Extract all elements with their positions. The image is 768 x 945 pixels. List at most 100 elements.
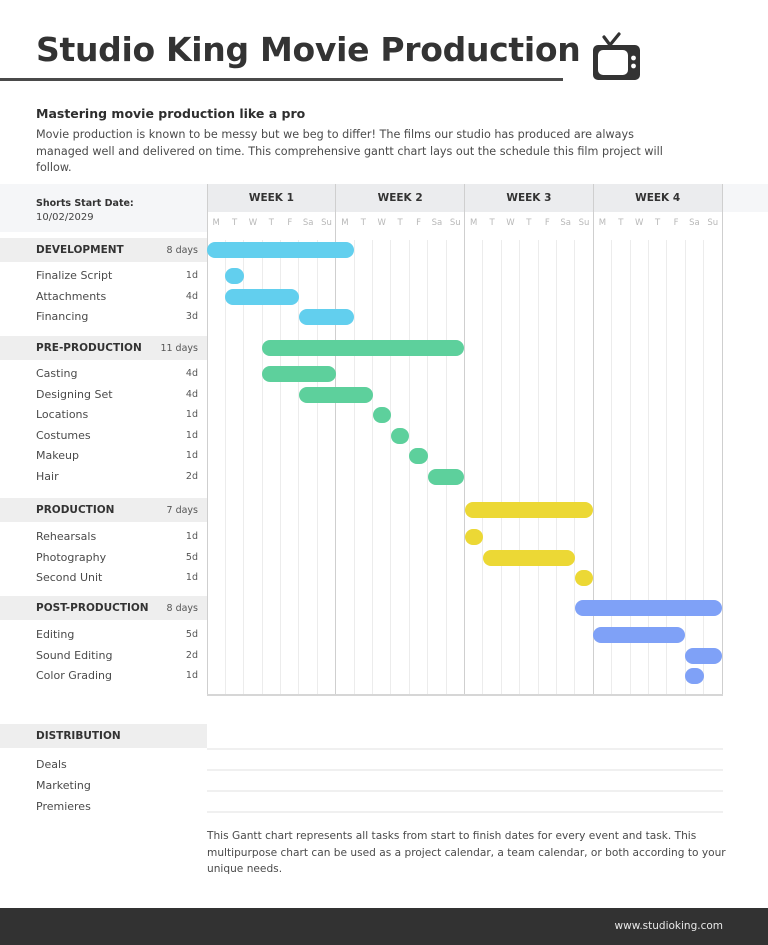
week-divider bbox=[721, 184, 723, 695]
day-gridline bbox=[629, 240, 631, 695]
day-label: Su bbox=[578, 218, 590, 228]
phase-duration: 11 days bbox=[160, 343, 198, 354]
day-label: T bbox=[268, 218, 274, 228]
day-label: W bbox=[248, 218, 258, 228]
week-divider bbox=[206, 184, 208, 695]
task-bar[interactable] bbox=[262, 366, 336, 382]
task-duration: 1d bbox=[185, 409, 198, 421]
task-name: Editing bbox=[36, 628, 75, 641]
grid-bottom-border bbox=[207, 694, 723, 696]
task-name: Locations bbox=[36, 408, 89, 422]
day-gridline bbox=[500, 240, 502, 695]
task-bar[interactable] bbox=[390, 427, 410, 444]
task-bar[interactable] bbox=[298, 386, 373, 403]
phase-name: DISTRIBUTION bbox=[36, 730, 121, 742]
week-divider bbox=[464, 184, 465, 695]
phase-band bbox=[0, 498, 207, 522]
day-label: W bbox=[635, 218, 644, 228]
task-bar[interactable] bbox=[225, 288, 299, 305]
day-gridline bbox=[445, 240, 447, 695]
day-label: M bbox=[212, 218, 220, 228]
phase-bar[interactable] bbox=[262, 340, 465, 356]
task-bar[interactable] bbox=[685, 647, 722, 664]
task-bar[interactable] bbox=[482, 549, 575, 566]
task-name: Costumes bbox=[36, 428, 91, 442]
task-duration: 1d bbox=[185, 270, 198, 281]
phase-band bbox=[0, 596, 207, 620]
phase-band bbox=[0, 238, 207, 262]
subtitle: Mastering movie production like a pro bbox=[36, 106, 306, 121]
task-duration: 1d bbox=[185, 429, 198, 441]
task-bar[interactable] bbox=[298, 309, 355, 326]
task-name: Casting bbox=[36, 367, 78, 380]
day-label: Sa bbox=[560, 218, 571, 228]
week-header: WEEK 4 bbox=[593, 184, 722, 212]
day-gridline bbox=[427, 240, 429, 695]
page-title: Studio King Movie Production bbox=[36, 30, 581, 69]
task-name: Designing Set bbox=[36, 387, 113, 401]
distribution-row-line bbox=[207, 811, 723, 813]
task-duration: 5d bbox=[185, 629, 198, 640]
start-date-panel bbox=[0, 184, 207, 232]
day-label: Su bbox=[321, 218, 332, 228]
distribution-row-line bbox=[207, 769, 723, 771]
phase-bar[interactable] bbox=[464, 502, 594, 518]
day-gridline bbox=[519, 240, 521, 695]
task-duration: 4d bbox=[185, 388, 198, 400]
task-duration: 4d bbox=[185, 290, 198, 302]
day-gridline bbox=[482, 240, 484, 695]
footer-website-link[interactable]: www.studioking.com bbox=[614, 920, 723, 932]
phase-duration: 8 days bbox=[166, 603, 199, 614]
day-label: F bbox=[287, 218, 293, 228]
task-duration: 3d bbox=[185, 311, 198, 323]
task-name: Marketing bbox=[36, 778, 91, 792]
phase-bar[interactable] bbox=[574, 600, 722, 616]
phase-band bbox=[0, 336, 207, 360]
week-header: WEEK 3 bbox=[464, 184, 594, 212]
task-name: Deals bbox=[36, 758, 67, 771]
title-underline bbox=[0, 78, 563, 81]
task-duration: 5d bbox=[185, 551, 198, 563]
task-duration: 1d bbox=[185, 531, 198, 542]
tv-icon bbox=[593, 32, 640, 80]
task-bar[interactable] bbox=[464, 529, 483, 545]
task-bar[interactable] bbox=[574, 570, 594, 587]
day-label: T bbox=[526, 218, 532, 228]
week-divider bbox=[335, 184, 337, 695]
task-bar[interactable] bbox=[685, 668, 704, 685]
footnote: This Gantt chart represents all tasks fr… bbox=[207, 830, 726, 875]
task-bar[interactable] bbox=[225, 268, 244, 284]
day-gridline bbox=[261, 240, 263, 695]
task-duration: 2d bbox=[185, 471, 198, 482]
day-label: T bbox=[489, 218, 495, 228]
task-duration: 2d bbox=[185, 649, 198, 661]
day-gridline bbox=[647, 240, 649, 695]
day-gridline bbox=[611, 240, 613, 695]
task-name: Color Grading bbox=[36, 669, 112, 683]
day-label: T bbox=[618, 218, 624, 228]
task-name: Rehearsals bbox=[36, 530, 97, 543]
distribution-row-line bbox=[207, 790, 723, 792]
day-label: W bbox=[506, 218, 515, 228]
day-gridline bbox=[298, 240, 300, 695]
task-name: Makeup bbox=[36, 449, 79, 463]
day-label: F bbox=[544, 218, 550, 228]
task-bar[interactable] bbox=[409, 448, 428, 465]
day-gridline bbox=[684, 240, 686, 695]
day-gridline bbox=[703, 240, 705, 695]
task-bar[interactable] bbox=[372, 407, 391, 424]
day-label: W bbox=[377, 218, 386, 228]
phase-name: PRE-PRODUCTION bbox=[36, 342, 142, 354]
task-name: Second Unit bbox=[36, 571, 103, 585]
day-label: Sa bbox=[431, 218, 443, 228]
task-name: Hair bbox=[36, 470, 59, 483]
day-label: Sa bbox=[302, 218, 314, 228]
day-label: M bbox=[470, 218, 478, 228]
task-bar[interactable] bbox=[593, 627, 686, 643]
phase-duration: 7 days bbox=[166, 505, 199, 516]
task-bar[interactable] bbox=[427, 469, 465, 485]
task-duration: 4d bbox=[185, 368, 198, 379]
day-gridline bbox=[390, 240, 392, 695]
week-divider bbox=[592, 184, 594, 695]
phase-bar[interactable] bbox=[207, 242, 355, 258]
